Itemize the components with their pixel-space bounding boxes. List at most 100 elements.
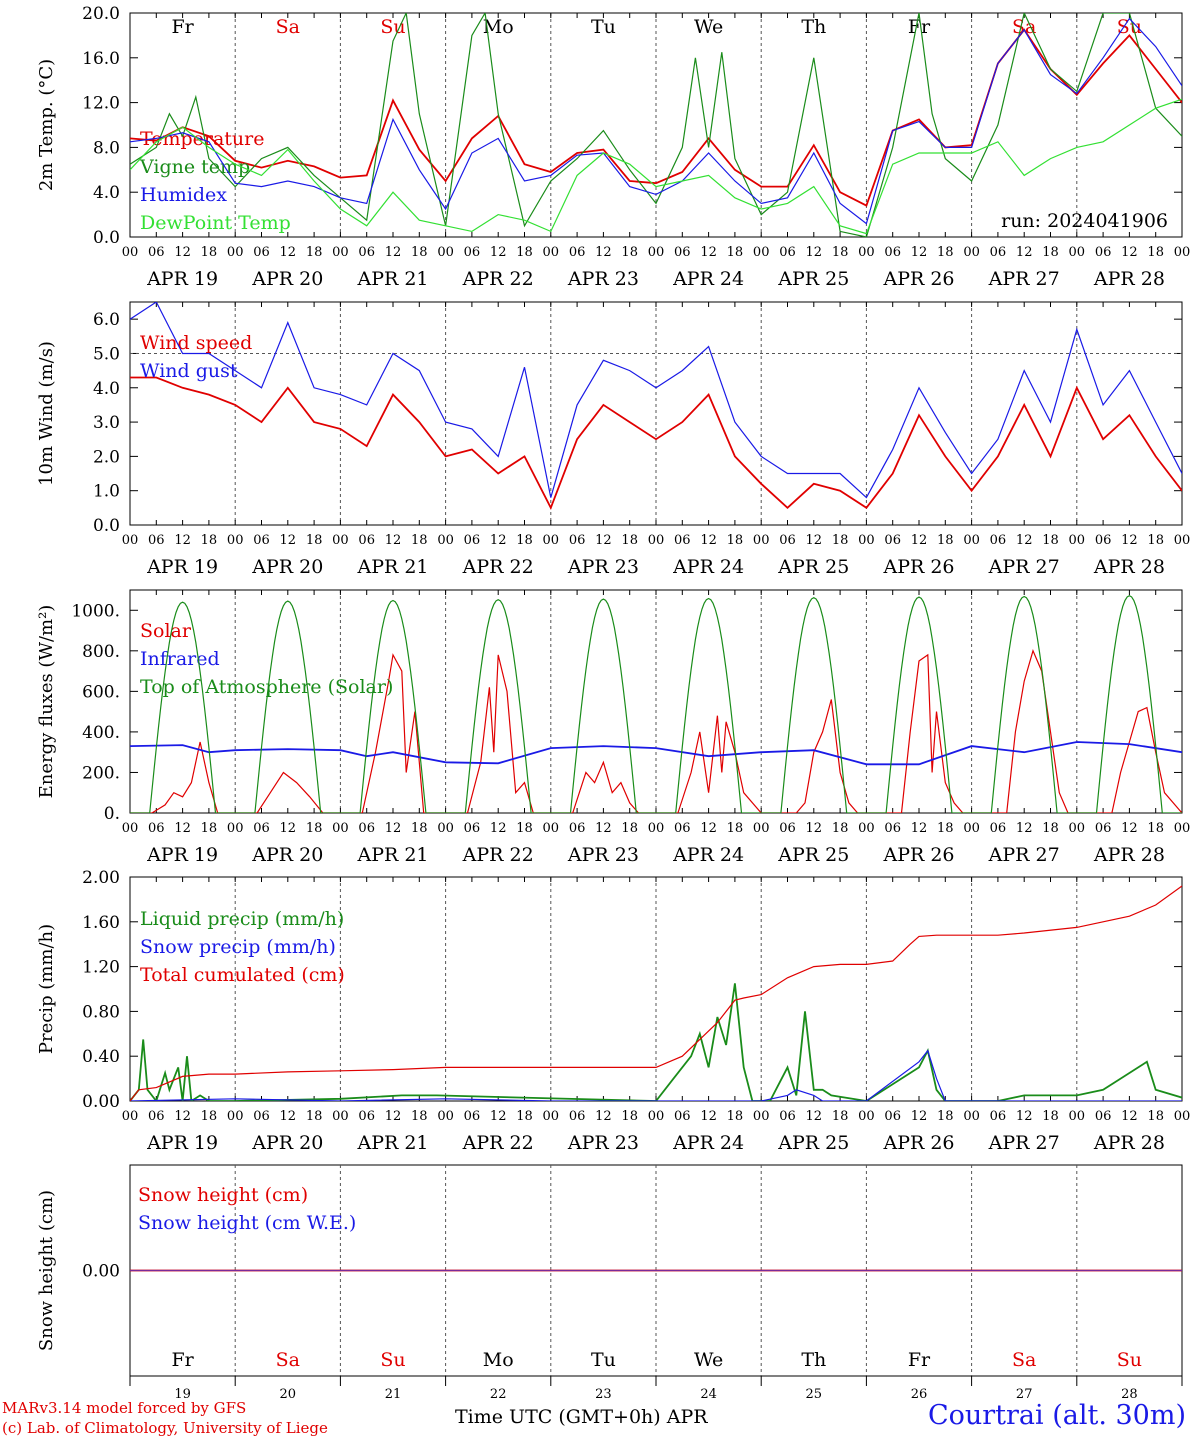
panel-1-date-label: APR 26 <box>882 268 954 290</box>
panel-1-weekday-label: Su <box>1117 16 1142 38</box>
panel-4-hour-label: 18 <box>621 1109 638 1124</box>
panel-1-hour-label: 00 <box>543 245 560 260</box>
panel-5-weekday-label: Mo <box>483 1349 514 1371</box>
panel-4-date-label: APR 24 <box>672 1132 744 1154</box>
panel-2-legend-1: Wind speed <box>140 332 252 354</box>
panel-4-hour-label: 06 <box>253 1109 270 1124</box>
panel-3-date-label: APR 25 <box>777 844 849 866</box>
panel-1-series-3 <box>130 17 1182 225</box>
panel-5-day-number: 20 <box>280 1387 297 1402</box>
panel-4-hour-label: 06 <box>884 1109 901 1124</box>
panel-4-hour-label: 06 <box>779 1109 796 1124</box>
panel-2-hour-label: 06 <box>148 533 165 548</box>
credit-line-2: (c) Lab. of Climatology, University of L… <box>2 1419 328 1437</box>
panel-4-hour-label: 12 <box>806 1109 823 1124</box>
panel-3-ytick-label: 1000. <box>71 601 120 621</box>
panel-4-hour-label: 18 <box>727 1109 744 1124</box>
panel-1-hour-label: 00 <box>332 245 349 260</box>
panel-3-hour-label: 00 <box>227 821 244 836</box>
panel-1-hour-label: 00 <box>1174 245 1191 260</box>
panel-3-ylabel: Energy fluxes (W/m²) <box>36 605 57 799</box>
panel-1-hour-label: 00 <box>648 245 665 260</box>
panel-3-hour-label: 00 <box>1174 821 1191 836</box>
panel-1-hour-label: 00 <box>1069 245 1086 260</box>
panel-4-hour-label: 18 <box>201 1109 218 1124</box>
panel-1-hour-label: 18 <box>201 245 218 260</box>
panel-3-ytick-label: 0. <box>104 804 120 824</box>
panel-2-hour-label: 18 <box>1042 533 1059 548</box>
location-label: Courtrai (alt. 30m) <box>927 1400 1186 1431</box>
panel-4-hour-label: 18 <box>411 1109 428 1124</box>
panel-3-hour-label: 18 <box>516 821 533 836</box>
panel-5-weekday-label: Su <box>1117 1349 1142 1371</box>
panel-2-ytick-label: 2.0 <box>93 447 120 467</box>
panel-2-date-label: APR 19 <box>146 556 218 578</box>
panel-3-date-label: APR 23 <box>567 844 639 866</box>
panel-2-hour-label: 00 <box>1069 533 1086 548</box>
panel-5-weekday-label: Fr <box>908 1349 931 1371</box>
panel-4-hour-label: 00 <box>753 1109 770 1124</box>
panel-3-series-2 <box>130 741 1182 766</box>
panel-2-ytick-label: 0.0 <box>93 516 120 536</box>
panel-1-hour-label: 00 <box>753 245 770 260</box>
panel-1-hour-label: 18 <box>1042 245 1059 260</box>
panel-4-series-2 <box>130 1049 1182 1101</box>
panel-4-date-label: APR 19 <box>146 1132 218 1154</box>
panel-3-hour-label: 00 <box>1069 821 1086 836</box>
panel-4-series-1 <box>130 983 1182 1101</box>
panel-2-ylabel: 10m Wind (m/s) <box>36 341 57 486</box>
panel-4-ytick-label: 0.80 <box>82 1002 120 1022</box>
panel-4-hour-label: 12 <box>911 1109 928 1124</box>
panel-2-series-1 <box>130 376 1182 511</box>
panel-2-hour-label: 12 <box>595 533 612 548</box>
panel-1-hour-label: 06 <box>148 245 165 260</box>
panel-1-weekday-label: Sa <box>1012 16 1036 38</box>
panel-1-hour-label: 18 <box>727 245 744 260</box>
panel-3-hour-label: 00 <box>753 821 770 836</box>
panel-2-date-label: APR 24 <box>672 556 744 578</box>
panel-4-hour-label: 00 <box>1174 1109 1191 1124</box>
panel-1-hour-label: 12 <box>490 245 507 260</box>
panel-1-hour-label: 06 <box>253 245 270 260</box>
panel-5-legend-2: Snow height (cm W.E.) <box>138 1212 356 1234</box>
panel-2-hour-label: 12 <box>700 533 717 548</box>
panel-4-hour-label: 18 <box>832 1109 849 1124</box>
panel-3-hour-label: 12 <box>595 821 612 836</box>
panel-1-weekday-label: Fr <box>171 16 194 38</box>
panel-1-hour-label: 12 <box>1016 245 1033 260</box>
panel-4-date-label: APR 21 <box>356 1132 428 1154</box>
panel-2-hour-label: 00 <box>122 533 139 548</box>
panel-2-date-label: APR 22 <box>462 556 534 578</box>
panel-3-hour-label: 06 <box>464 821 481 836</box>
panel-1-weekday-label: Sa <box>276 16 300 38</box>
panel-4-hour-label: 12 <box>174 1109 191 1124</box>
panel-3-hour-label: 12 <box>280 821 297 836</box>
panel-2-hour-label: 18 <box>516 533 533 548</box>
panel-3-hour-label: 06 <box>569 821 586 836</box>
panel-3-ytick-label: 800. <box>82 642 120 662</box>
panel-3-hour-label: 00 <box>543 821 560 836</box>
panel-2-hour-label: 00 <box>332 533 349 548</box>
panel-4-hour-label: 00 <box>963 1109 980 1124</box>
panel-1-hour-label: 00 <box>227 245 244 260</box>
panel-3-hour-label: 18 <box>832 821 849 836</box>
panel-4-legend-1: Liquid precip (mm/h) <box>140 908 344 930</box>
panel-2-hour-label: 12 <box>911 533 928 548</box>
panel-3-hour-label: 18 <box>621 821 638 836</box>
panel-4-hour-label: 18 <box>937 1109 954 1124</box>
panel-3-date-label: APR 26 <box>882 844 954 866</box>
panel-3-hour-label: 12 <box>806 821 823 836</box>
panel-2-hour-label: 12 <box>1121 533 1138 548</box>
panel-4-ytick-label: 0.00 <box>82 1092 120 1112</box>
panel-5-ylabel: Snow height (cm) <box>36 1190 57 1351</box>
panel-1-hour-label: 18 <box>1147 245 1164 260</box>
panel-3-hour-label: 12 <box>385 821 402 836</box>
panel-1-hour-label: 12 <box>911 245 928 260</box>
panel-2-ytick-label: 1.0 <box>93 482 120 502</box>
panel-3-hour-label: 12 <box>1121 821 1138 836</box>
panel-3-hour-label: 00 <box>963 821 980 836</box>
panel-4-hour-label: 18 <box>306 1109 323 1124</box>
panel-3-date-label: APR 27 <box>988 844 1060 866</box>
panel-2-hour-label: 00 <box>543 533 560 548</box>
